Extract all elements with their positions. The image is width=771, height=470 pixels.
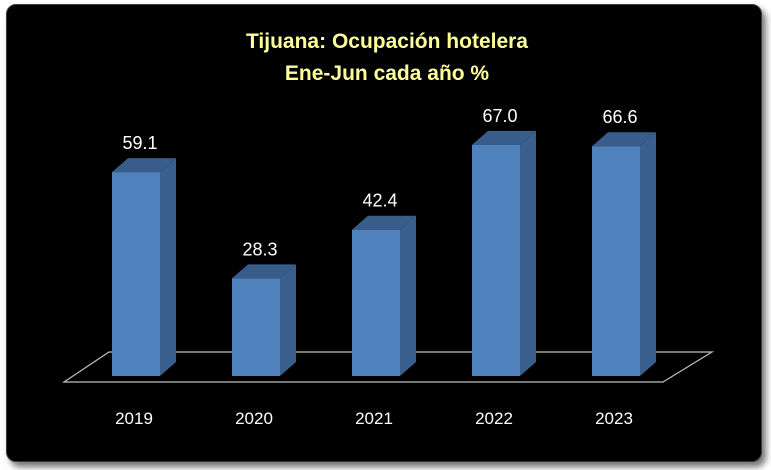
category-label-2023: 2023 xyxy=(595,409,633,428)
chart-title: Tijuana: Ocupación hotelera xyxy=(246,30,528,53)
bar-2021 xyxy=(352,215,416,376)
bar-side-2020 xyxy=(280,264,296,376)
category-label-2020: 2020 xyxy=(235,409,273,428)
bar-top-2023 xyxy=(592,132,656,147)
bar-2020 xyxy=(232,264,296,376)
bars-group xyxy=(112,130,656,376)
category-label-2019: 2019 xyxy=(115,409,153,428)
bar-side-2019 xyxy=(160,158,176,376)
bar-2022 xyxy=(472,130,536,376)
bar-chart: Tijuana: Ocupación hotelera Ene-Jun cada… xyxy=(62,30,715,428)
category-label-2022: 2022 xyxy=(475,409,513,428)
bar-front-2021 xyxy=(352,229,400,376)
value-label-2020: 28.3 xyxy=(242,239,277,259)
bar-2023 xyxy=(592,132,656,376)
category-label-2021: 2021 xyxy=(355,409,393,428)
category-labels-group: 2019 2020 2021 2022 2023 xyxy=(115,409,633,428)
value-labels-group: 59.1 28.3 42.4 67.0 66.6 xyxy=(122,106,637,260)
bar-front-2019 xyxy=(112,172,160,376)
value-label-2022: 67.0 xyxy=(482,106,517,126)
bar-top-2019 xyxy=(112,158,176,173)
bar-top-2021 xyxy=(352,215,416,230)
value-label-2019: 59.1 xyxy=(122,133,157,153)
bar-front-2023 xyxy=(592,146,640,376)
bar-top-2022 xyxy=(472,130,536,145)
bar-front-2022 xyxy=(472,144,520,376)
chart-floor xyxy=(62,351,715,383)
value-label-2021: 42.4 xyxy=(362,191,397,211)
bar-top-2020 xyxy=(232,264,296,279)
bar-front-2020 xyxy=(232,278,280,376)
bar-side-2023 xyxy=(640,132,656,376)
bar-2019 xyxy=(112,158,176,376)
chart-subtitle: Ene-Jun cada año % xyxy=(285,62,490,85)
bar-side-2021 xyxy=(400,215,416,376)
bar-side-2022 xyxy=(520,130,536,376)
value-label-2023: 66.6 xyxy=(602,107,637,127)
chart-frame: Tijuana: Ocupación hotelera Ene-Jun cada… xyxy=(6,4,762,462)
